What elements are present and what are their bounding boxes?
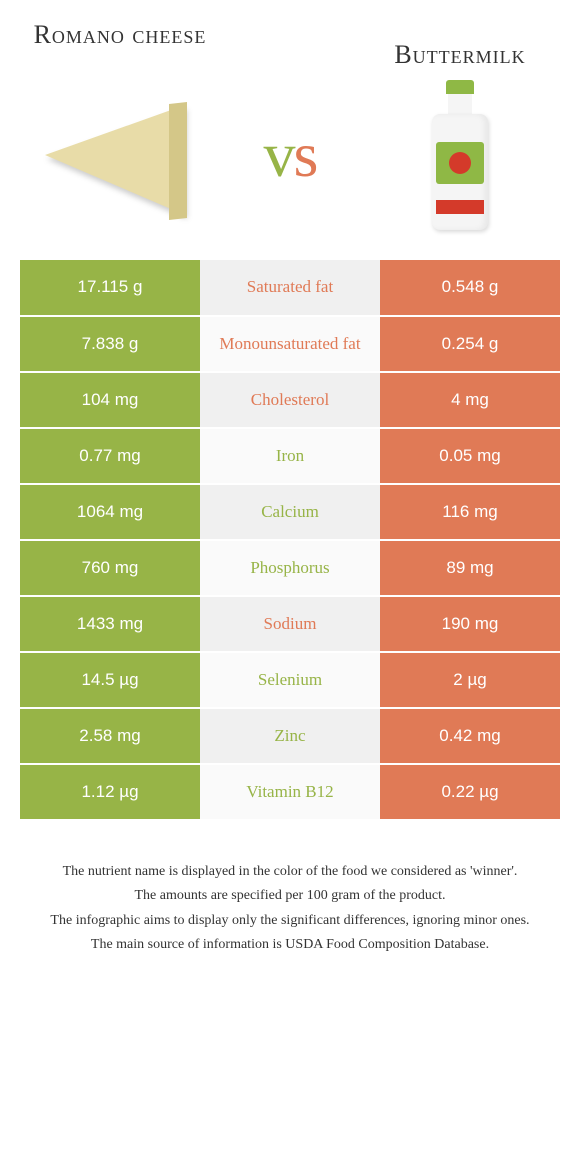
- footer-line: The main source of information is USDA F…: [50, 934, 530, 956]
- footer-line: The infographic aims to display only the…: [50, 910, 530, 932]
- nutrient-label-cell: Zinc: [200, 708, 380, 764]
- left-value-cell: 0.77 mg: [20, 428, 200, 484]
- buttermilk-icon: [430, 80, 490, 230]
- left-food-title: Romano cheese: [20, 20, 220, 50]
- right-value-cell: 116 mg: [380, 484, 560, 540]
- nutrient-label-cell: Sodium: [200, 596, 380, 652]
- left-value-cell: 104 mg: [20, 372, 200, 428]
- right-value-cell: 89 mg: [380, 540, 560, 596]
- left-value-cell: 1.12 µg: [20, 764, 200, 820]
- comparison-table: 17.115 gSaturated fat0.548 g7.838 gMonou…: [20, 260, 560, 821]
- table-row: 1064 mgCalcium116 mg: [20, 484, 560, 540]
- table-row: 104 mgCholesterol4 mg: [20, 372, 560, 428]
- vs-label: vs: [264, 118, 317, 192]
- right-value-cell: 2 µg: [380, 652, 560, 708]
- left-value-cell: 1433 mg: [20, 596, 200, 652]
- nutrient-label-cell: Vitamin B12: [200, 764, 380, 820]
- cheese-icon: [35, 85, 205, 225]
- table-row: 2.58 mgZinc0.42 mg: [20, 708, 560, 764]
- footer-line: The nutrient name is displayed in the co…: [50, 861, 530, 883]
- infographic-container: Romano cheese Buttermilk vs 17.115 gSatu…: [0, 0, 580, 956]
- table-row: 0.77 mgIron0.05 mg: [20, 428, 560, 484]
- nutrient-label-cell: Iron: [200, 428, 380, 484]
- left-food-image: [30, 85, 210, 225]
- footer-line: The amounts are specified per 100 gram o…: [50, 885, 530, 907]
- nutrient-label-cell: Cholesterol: [200, 372, 380, 428]
- images-row: vs: [20, 80, 560, 230]
- left-value-cell: 17.115 g: [20, 260, 200, 316]
- nutrient-label-cell: Phosphorus: [200, 540, 380, 596]
- left-value-cell: 7.838 g: [20, 316, 200, 372]
- left-value-cell: 1064 mg: [20, 484, 200, 540]
- right-value-cell: 0.42 mg: [380, 708, 560, 764]
- table-row: 760 mgPhosphorus89 mg: [20, 540, 560, 596]
- table-row: 14.5 µgSelenium2 µg: [20, 652, 560, 708]
- right-value-cell: 4 mg: [380, 372, 560, 428]
- table-row: 1433 mgSodium190 mg: [20, 596, 560, 652]
- left-value-cell: 760 mg: [20, 540, 200, 596]
- right-value-cell: 0.05 mg: [380, 428, 560, 484]
- right-food-image: [370, 80, 550, 230]
- right-food-title: Buttermilk: [360, 20, 560, 70]
- table-row: 7.838 gMonounsaturated fat0.254 g: [20, 316, 560, 372]
- right-value-cell: 190 mg: [380, 596, 560, 652]
- nutrient-label-cell: Monounsaturated fat: [200, 316, 380, 372]
- right-value-cell: 0.254 g: [380, 316, 560, 372]
- nutrient-label-cell: Calcium: [200, 484, 380, 540]
- left-value-cell: 2.58 mg: [20, 708, 200, 764]
- nutrient-label-cell: Selenium: [200, 652, 380, 708]
- nutrient-label-cell: Saturated fat: [200, 260, 380, 316]
- right-value-cell: 0.548 g: [380, 260, 560, 316]
- header-row: Romano cheese Buttermilk: [20, 20, 560, 70]
- footer-notes: The nutrient name is displayed in the co…: [20, 861, 560, 957]
- table-row: 1.12 µgVitamin B120.22 µg: [20, 764, 560, 820]
- right-value-cell: 0.22 µg: [380, 764, 560, 820]
- table-row: 17.115 gSaturated fat0.548 g: [20, 260, 560, 316]
- left-value-cell: 14.5 µg: [20, 652, 200, 708]
